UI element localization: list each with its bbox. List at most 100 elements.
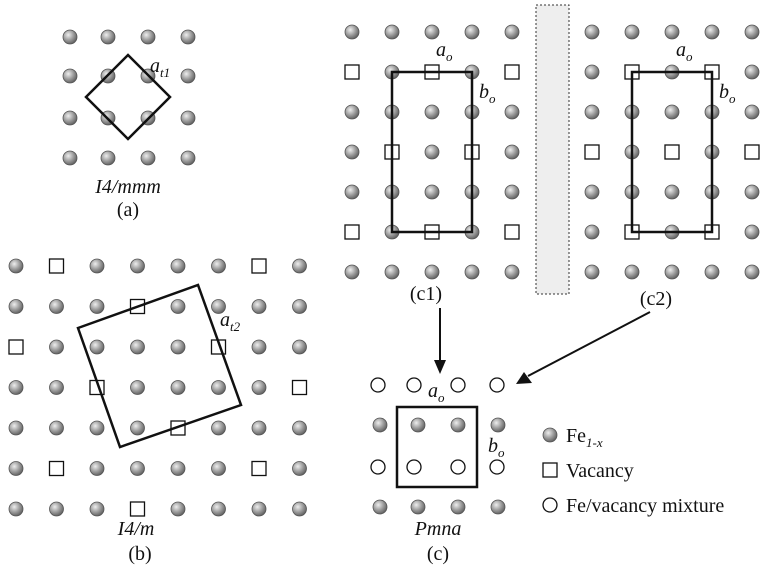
atom [504, 104, 520, 120]
atom [89, 501, 105, 517]
mixture [489, 459, 505, 475]
atom [49, 380, 64, 395]
atom [170, 258, 186, 274]
atom [89, 420, 105, 436]
atom [344, 24, 360, 40]
atom [292, 420, 307, 436]
shaded-column [535, 4, 570, 295]
atom [8, 501, 24, 517]
space-group: I4/mmm [94, 176, 161, 198]
atom [744, 24, 760, 40]
atom [251, 339, 267, 355]
atom [704, 264, 720, 280]
atom [211, 420, 226, 436]
atom [180, 150, 196, 166]
atom [664, 24, 680, 40]
vacancy [344, 224, 360, 240]
space-group: Pmna [414, 518, 462, 540]
atom [89, 258, 105, 274]
arrow-head [434, 360, 446, 374]
mixture [450, 459, 466, 475]
atom [624, 264, 640, 280]
legend-atom [542, 427, 558, 443]
arrow [527, 311, 651, 377]
atom [49, 420, 64, 436]
atom [584, 104, 600, 120]
vacancy [291, 379, 308, 396]
atom [49, 299, 64, 314]
atom [251, 420, 267, 436]
cell-c2 [630, 70, 714, 234]
atom [424, 104, 440, 120]
atom [744, 104, 760, 120]
atom [8, 420, 24, 436]
atom [130, 258, 145, 274]
atom [49, 501, 64, 517]
atom [464, 264, 480, 280]
atom [384, 24, 400, 40]
legend-label: Fe/vacancy mixture [566, 495, 724, 517]
atom [744, 224, 760, 240]
atom [344, 184, 360, 200]
vacancy [504, 64, 520, 80]
atom [504, 184, 520, 200]
lattice-label: bo [479, 81, 496, 106]
atom [251, 501, 267, 517]
atom [62, 110, 78, 126]
atom [130, 420, 145, 436]
atom [140, 150, 156, 166]
legend-label: Vacancy [566, 460, 634, 482]
atom [704, 24, 720, 40]
vacancy [344, 64, 360, 80]
atom [292, 299, 307, 314]
atom [410, 417, 426, 433]
atom [170, 299, 186, 314]
atom [410, 499, 426, 515]
atom [251, 380, 267, 395]
atom [89, 461, 105, 476]
atom [744, 184, 760, 200]
atom [504, 144, 520, 160]
vacancy [504, 224, 520, 240]
atom [504, 264, 520, 280]
atom [8, 299, 24, 314]
atom [624, 24, 640, 40]
legend-label: Fe1-x [566, 425, 603, 450]
cell-b [76, 283, 243, 449]
lattice-label: at2 [220, 309, 241, 334]
atom [344, 144, 360, 160]
atom [584, 24, 600, 40]
atom [62, 29, 78, 45]
mixture [406, 377, 422, 393]
atom [292, 258, 307, 274]
vacancy [584, 144, 600, 160]
atom [130, 461, 145, 476]
space-group: I4/m [117, 518, 155, 540]
atom [584, 64, 600, 80]
atom [140, 29, 156, 45]
cell-a [84, 53, 172, 141]
atom [8, 461, 24, 476]
atom [490, 417, 506, 433]
cell-c1 [390, 70, 474, 234]
atom [584, 184, 600, 200]
atom [170, 339, 186, 355]
caption: (a) [117, 199, 139, 221]
atom [584, 264, 600, 280]
atom [372, 499, 388, 515]
lattice-label: bo [488, 435, 505, 460]
atom [62, 150, 78, 166]
atom [100, 150, 116, 166]
atom [211, 258, 226, 274]
atom [89, 339, 105, 355]
atom [344, 104, 360, 120]
arrow-head [516, 372, 532, 384]
vacancy [48, 460, 65, 477]
lattice-label: ao [676, 39, 693, 64]
lattice-label: ao [428, 380, 445, 405]
atom [211, 380, 226, 395]
atom [664, 264, 680, 280]
atoms [8, 24, 760, 517]
vacancy [129, 501, 146, 517]
